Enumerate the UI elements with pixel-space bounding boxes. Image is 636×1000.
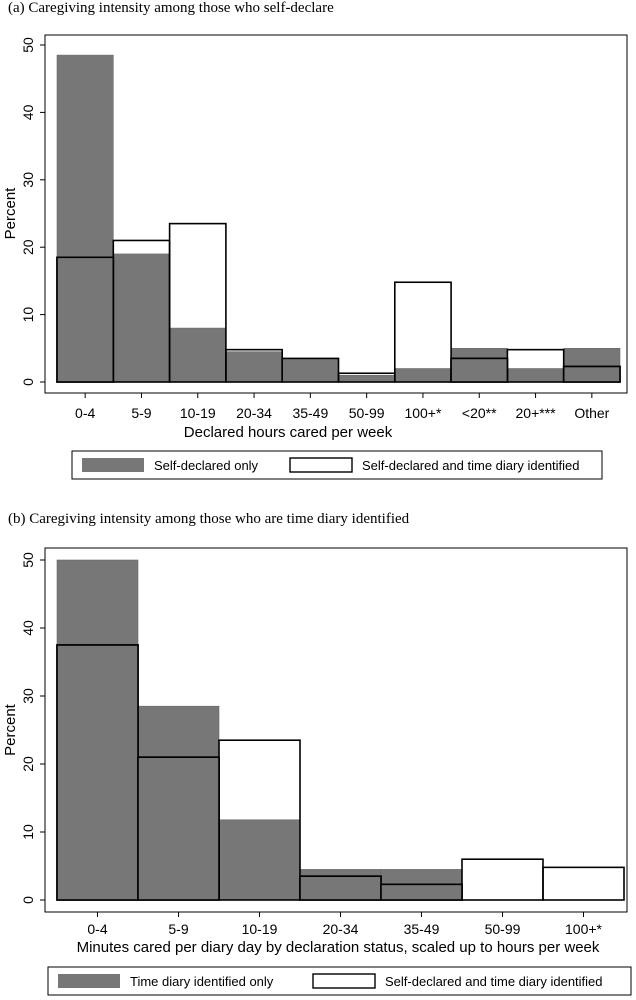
panel-a-title: (a) Caregiving intensity among those who…	[8, 0, 334, 16]
x-tick-label: 100+*	[565, 921, 603, 937]
x-tick-label: 10-19	[180, 405, 216, 421]
x-axis-title: Declared hours cared per week	[184, 424, 393, 441]
bar-overlap	[380, 883, 463, 901]
y-tick-label: 50	[20, 552, 36, 568]
y-tick-label: 0	[20, 378, 36, 386]
x-tick-label: <20**	[462, 405, 497, 421]
y-axis-title: Percent	[2, 187, 19, 240]
y-tick-label: 40	[20, 620, 36, 636]
x-tick-label: Other	[574, 405, 609, 421]
x-tick-label: 20-34	[236, 405, 272, 421]
x-axis-title: Minutes cared per diary day by declarati…	[77, 939, 600, 956]
y-tick-label: 10	[20, 824, 36, 840]
x-tick-label: 35-49	[292, 405, 328, 421]
legend-label: Time diary identified only	[130, 974, 274, 989]
y-tick-label: 10	[20, 307, 36, 323]
bar-overlap	[56, 644, 139, 901]
bar-self-declared-and-time-diary	[281, 357, 340, 383]
chart-a: 0 10 20 30 40 50 Percent 0-4 5-9 10-19 20-34 35-49 5…	[2, 34, 628, 480]
x-tick-label: 50-99	[485, 921, 521, 937]
plot-frame	[44, 547, 628, 913]
bar-self-declared-only	[113, 253, 170, 383]
x-tick-label: 20+***	[516, 405, 557, 421]
legend-swatch-outline	[289, 457, 353, 473]
legend-label: Self-declared only	[154, 458, 259, 473]
bar-overlap	[56, 256, 115, 383]
x-tick-label: 20-34	[323, 921, 359, 937]
panel-b-title: (b) Caregiving intensity among those who…	[8, 511, 410, 527]
y-axis-title: Percent	[2, 703, 19, 756]
x-tick-label: 5-9	[131, 405, 151, 421]
bar-self-declared-and-time-diary	[168, 222, 227, 383]
bar-overlap	[562, 365, 621, 383]
legend-swatch-outline	[312, 973, 376, 989]
legend-swatch-filled	[82, 458, 144, 472]
y-tick-label: 20	[20, 756, 36, 772]
bar-overlap	[299, 875, 382, 901]
legend-swatch-filled	[58, 974, 120, 988]
bar-self-declared-and-time-diary	[393, 281, 452, 383]
bar-self-declared-only	[169, 327, 227, 383]
bar-time-diary-only	[218, 819, 301, 901]
x-tick-label: 0-4	[75, 405, 95, 421]
legend-label: Self-declared and time diary identified	[362, 458, 580, 473]
y-tick-label: 50	[20, 37, 36, 53]
y-tick-label: 30	[20, 688, 36, 704]
x-tick-label: 0-4	[87, 921, 107, 937]
x-tick-label: 35-49	[404, 921, 440, 937]
y-tick-label: 30	[20, 172, 36, 188]
legend-label: Self-declared and time diary identified	[385, 974, 603, 989]
x-tick-label: 5-9	[168, 921, 188, 937]
bar-self-declared-and-time-diary	[461, 858, 544, 901]
y-tick-label: 40	[20, 104, 36, 120]
x-tick-label: 10-19	[242, 921, 278, 937]
plot-frame	[44, 34, 628, 394]
bar-self-declared-and-time-diary	[542, 866, 625, 901]
x-tick-label: 100+*	[404, 405, 442, 421]
bar-overlap	[450, 357, 509, 383]
bar-overlap	[137, 756, 220, 901]
x-tick-label: 50-99	[349, 405, 385, 421]
y-tick-label: 20	[20, 239, 36, 255]
y-tick-label: 0	[20, 896, 36, 904]
